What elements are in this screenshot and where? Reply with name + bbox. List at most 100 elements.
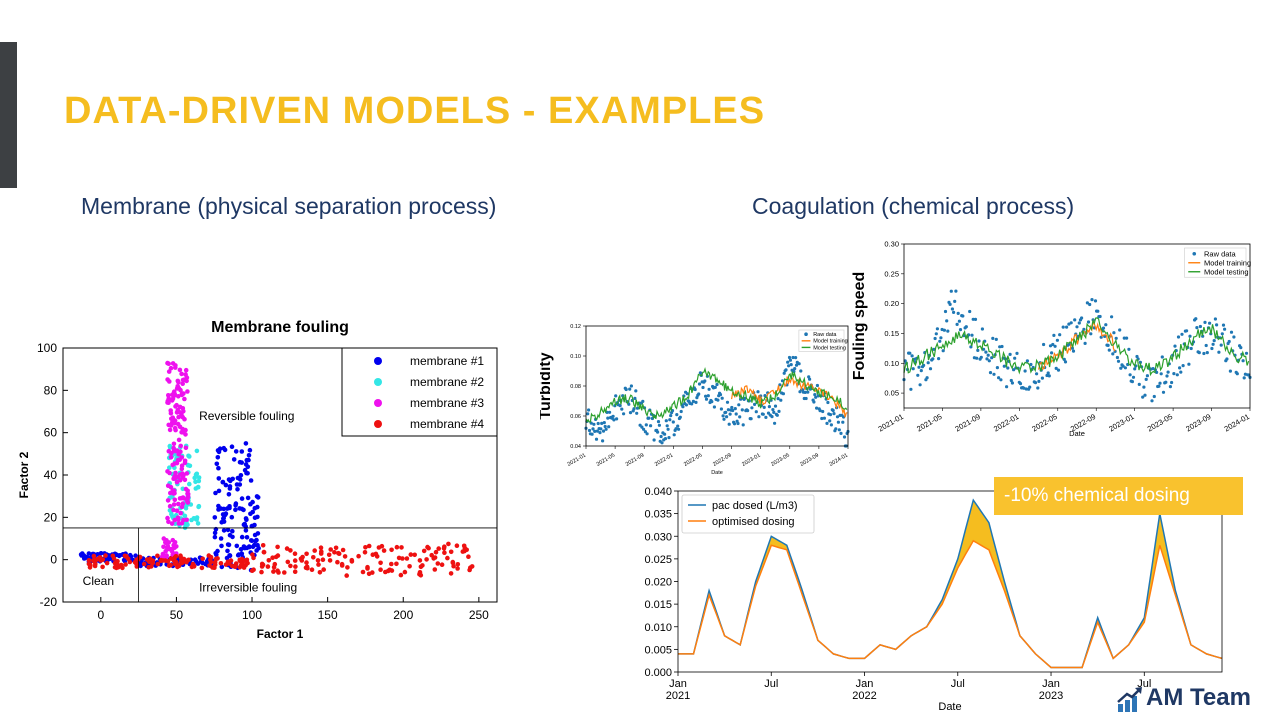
data-point — [1090, 298, 1094, 302]
data-point — [669, 414, 673, 418]
data-point — [455, 566, 460, 571]
data-point — [935, 327, 939, 331]
data-point — [667, 436, 671, 440]
data-point — [173, 448, 178, 454]
data-point — [1061, 325, 1065, 329]
data-point — [1127, 347, 1131, 351]
data-point — [1212, 339, 1216, 343]
data-point — [1085, 301, 1089, 305]
data-point — [194, 448, 200, 454]
data-point — [421, 548, 427, 554]
data-point — [417, 558, 423, 563]
data-point — [235, 487, 240, 492]
data-point — [1141, 395, 1145, 399]
data-point — [803, 390, 807, 394]
data-point — [169, 450, 174, 456]
legend-marker — [804, 332, 808, 337]
data-point — [173, 521, 178, 526]
data-point — [590, 432, 594, 436]
data-point — [363, 545, 368, 550]
data-point — [925, 376, 929, 380]
data-point — [396, 555, 402, 561]
data-point — [171, 502, 177, 507]
data-point — [218, 536, 224, 541]
membrane-fouling-svg: Membrane fouling 0 50 100 150 200 250 -20 0 20 40 6… — [17, 319, 498, 641]
data-point — [633, 396, 637, 400]
data-point — [1161, 390, 1166, 394]
data-point — [176, 394, 181, 399]
data-point — [663, 432, 667, 436]
data-point — [327, 558, 333, 563]
data-point — [725, 400, 730, 404]
data-point — [1121, 364, 1125, 368]
data-point — [182, 477, 188, 483]
data-point — [250, 552, 255, 557]
data-point — [1110, 315, 1114, 319]
data-point — [292, 558, 298, 563]
data-point — [304, 560, 309, 565]
data-point — [675, 413, 679, 417]
data-point — [1053, 344, 1057, 348]
data-point — [731, 408, 735, 413]
data-point — [842, 435, 847, 439]
series-1 — [902, 289, 1252, 403]
data-point — [678, 415, 682, 419]
series-3 — [903, 317, 1250, 377]
data-point — [642, 427, 646, 431]
data-point — [691, 399, 695, 403]
data-point — [734, 412, 738, 416]
data-point — [808, 377, 812, 381]
data-point — [381, 548, 387, 553]
data-point — [1010, 381, 1014, 385]
data-point — [285, 559, 291, 565]
data-point — [147, 559, 152, 564]
data-point — [225, 527, 231, 533]
data-point — [628, 387, 632, 391]
data-point — [1024, 387, 1028, 391]
x-tick-label: 100 — [242, 608, 262, 622]
data-point — [746, 409, 750, 413]
data-point — [910, 354, 914, 358]
data-point — [828, 419, 832, 423]
data-point — [1168, 385, 1172, 389]
data-point — [1195, 326, 1199, 330]
data-point — [1210, 346, 1214, 351]
data-point — [776, 397, 780, 401]
y-tick-label: 0.000 — [644, 667, 672, 679]
data-point — [255, 495, 261, 500]
data-point — [213, 490, 218, 496]
data-point — [945, 319, 949, 323]
data-point — [955, 322, 959, 326]
data-point — [733, 407, 737, 411]
membrane-fouling-chart: Membrane fouling 0 50 100 150 200 250 -20 0 20 40 6… — [10, 310, 510, 655]
data-point — [911, 367, 915, 371]
data-point — [941, 349, 945, 353]
legend-label: Model testing — [813, 345, 846, 351]
data-point — [178, 510, 183, 516]
data-point — [181, 391, 186, 396]
data-point — [797, 362, 801, 366]
data-point — [339, 561, 345, 567]
data-point — [253, 538, 258, 544]
data-point — [166, 519, 171, 525]
data-point — [219, 543, 224, 549]
x-tick-label: Jan — [856, 678, 874, 690]
data-point — [234, 482, 240, 487]
data-point — [233, 507, 238, 513]
data-point — [469, 564, 475, 569]
y-tick-label: -20 — [40, 595, 58, 609]
data-point — [749, 417, 753, 421]
data-point — [304, 564, 310, 570]
data-point — [1040, 376, 1044, 380]
data-point — [1086, 320, 1091, 324]
data-point — [180, 426, 185, 432]
data-point — [187, 481, 192, 487]
data-point — [165, 498, 171, 503]
y-tick-label: 0.040 — [644, 486, 672, 498]
annotation-label: Reversible fouling — [199, 409, 294, 423]
data-point — [165, 483, 171, 488]
data-point — [1232, 335, 1236, 339]
data-point — [825, 421, 829, 425]
data-point — [219, 564, 225, 570]
data-point — [141, 561, 147, 567]
